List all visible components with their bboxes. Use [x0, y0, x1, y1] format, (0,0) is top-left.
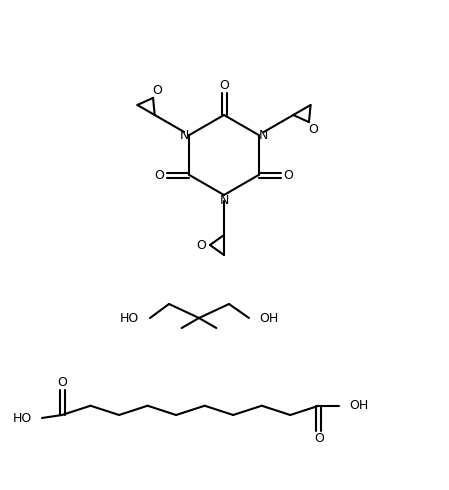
Text: OH: OH — [349, 399, 368, 412]
Text: O: O — [153, 84, 163, 97]
Text: HO: HO — [120, 312, 139, 324]
Text: O: O — [308, 123, 318, 136]
Text: HO: HO — [13, 412, 32, 424]
Text: O: O — [196, 239, 206, 251]
Text: O: O — [57, 375, 67, 389]
Text: O: O — [154, 169, 164, 181]
Text: O: O — [219, 78, 229, 92]
Text: O: O — [284, 169, 294, 181]
Text: O: O — [314, 432, 324, 445]
Text: N: N — [219, 194, 229, 206]
Text: OH: OH — [259, 312, 278, 324]
Text: N: N — [259, 128, 269, 142]
Text: N: N — [180, 128, 189, 142]
